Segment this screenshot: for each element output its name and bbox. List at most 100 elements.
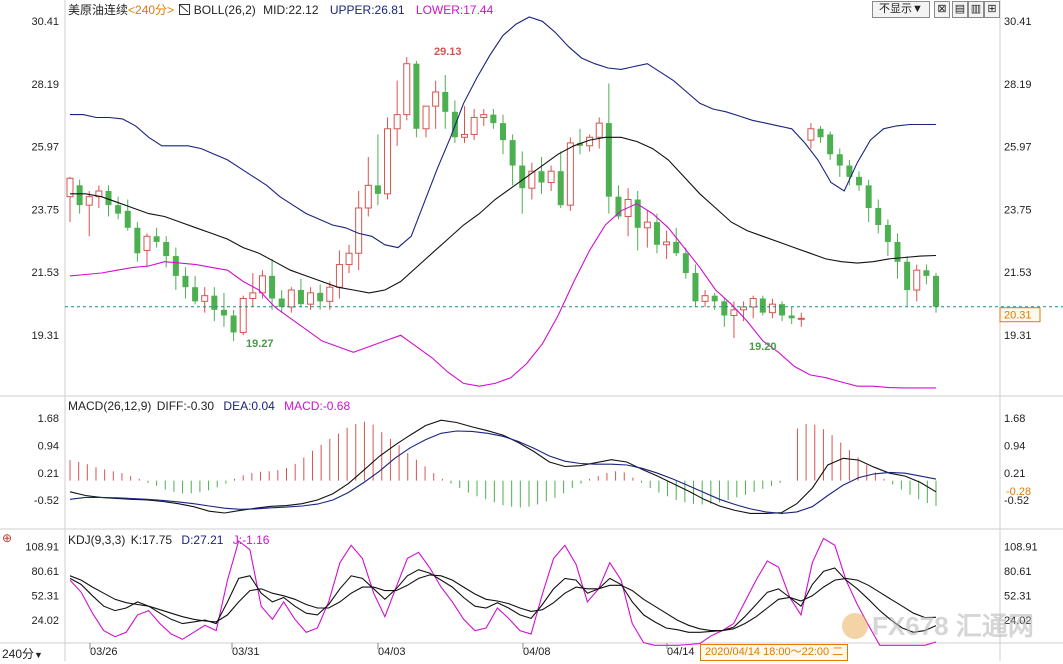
macd-tick-right: -0.52 bbox=[1004, 495, 1029, 507]
last-price-label: 20.31 bbox=[1004, 310, 1032, 322]
candle-body bbox=[326, 286, 334, 302]
kdj-k: K:17.75 bbox=[130, 533, 173, 547]
candle-body bbox=[239, 298, 247, 333]
crosshair-icon[interactable]: ⊕ bbox=[2, 531, 13, 545]
kdj-d: D:27.21 bbox=[181, 533, 224, 547]
candle-body bbox=[143, 235, 151, 251]
candle-body bbox=[827, 134, 834, 155]
boll-mid-line bbox=[70, 136, 937, 294]
price-tick-left: 25.97 bbox=[31, 142, 59, 154]
macd-tick-right: 0.21 bbox=[1004, 468, 1025, 480]
candle-body bbox=[634, 199, 641, 228]
candle-body bbox=[894, 241, 901, 262]
candle-body bbox=[566, 142, 574, 206]
candle-body bbox=[547, 170, 555, 184]
candle-body bbox=[500, 123, 506, 141]
kdj-tick-right: 80.61 bbox=[1004, 566, 1032, 578]
cursor-time-label: 2020/04/14 18:00～22:00 二 bbox=[700, 644, 849, 661]
candle-body bbox=[663, 241, 671, 246]
candle-body bbox=[115, 205, 122, 214]
kdj-tick-left: 80.61 bbox=[31, 566, 59, 578]
candle-body bbox=[211, 295, 218, 310]
x-tick-label: 03/26 bbox=[90, 646, 118, 658]
candle-body bbox=[442, 92, 449, 112]
watermark-logo: FX678 汇通网 bbox=[842, 606, 1034, 643]
low-annotation-2: 19.20 bbox=[749, 341, 777, 353]
candle-body bbox=[66, 177, 74, 198]
candle-body bbox=[923, 270, 930, 276]
candle-body bbox=[470, 116, 478, 135]
candle-body bbox=[749, 298, 757, 308]
boll-upper-line bbox=[70, 16, 936, 249]
hide-indicator-dropdown[interactable]: 不显示▼ bbox=[872, 1, 930, 18]
candle-body bbox=[682, 253, 689, 274]
price-tick-right: 28.19 bbox=[1004, 79, 1032, 91]
candle-body bbox=[519, 165, 526, 189]
settings-button[interactable]: ⊞ bbox=[984, 1, 1000, 18]
toggle-kline-button[interactable]: ⊠ bbox=[934, 1, 950, 18]
candle-body bbox=[779, 304, 786, 316]
x-tick-label: 04/08 bbox=[523, 646, 551, 658]
kdj-tick-right: 24.02 bbox=[1004, 615, 1032, 627]
price-tick-right: 21.53 bbox=[1004, 267, 1032, 279]
candle-body bbox=[461, 133, 469, 138]
period-button[interactable]: 240分▼ bbox=[2, 647, 43, 661]
price-tick-right: 30.41 bbox=[1004, 16, 1032, 28]
candle-body bbox=[605, 123, 612, 197]
candle-body bbox=[105, 191, 112, 206]
candle-body bbox=[933, 275, 939, 307]
candle-body bbox=[875, 207, 882, 225]
macd-tick-left: 0.94 bbox=[38, 441, 59, 453]
kdj-j: J:-1.16 bbox=[232, 533, 270, 547]
candle-body bbox=[182, 275, 189, 288]
period-dropdown-icon: ▼ bbox=[34, 650, 43, 660]
candle-body bbox=[192, 287, 199, 302]
kdj-params: KDJ(9,3,3) bbox=[68, 533, 126, 547]
macd-tick-left: 1.68 bbox=[38, 413, 59, 425]
watermark-icon bbox=[842, 613, 868, 639]
candle-body bbox=[913, 269, 921, 291]
macd-value: MACD:-0.68 bbox=[284, 399, 351, 413]
price-tick-left: 28.19 bbox=[31, 79, 59, 91]
candle-body bbox=[85, 196, 93, 206]
candle-body bbox=[490, 114, 497, 124]
candle-body bbox=[307, 292, 315, 305]
candle-body bbox=[817, 128, 824, 138]
candle-body bbox=[249, 292, 257, 300]
macd-dea-line bbox=[69, 430, 937, 514]
candle-body bbox=[393, 114, 401, 130]
macd-tick-right: 1.68 bbox=[1004, 413, 1025, 425]
candle-body bbox=[807, 128, 815, 141]
candle-body bbox=[721, 301, 728, 316]
boll-icon bbox=[179, 4, 191, 15]
kdj-k-line bbox=[69, 567, 937, 633]
candle-body bbox=[595, 122, 603, 138]
candle-body bbox=[509, 140, 516, 166]
candle-body bbox=[355, 207, 363, 254]
candle-body bbox=[701, 295, 709, 302]
period-label[interactable]: <240分> bbox=[128, 3, 175, 17]
candle-body bbox=[153, 236, 160, 242]
candle-body bbox=[335, 264, 343, 288]
macd-tick-left: 0.21 bbox=[38, 468, 59, 480]
candle-body bbox=[269, 275, 276, 299]
last-price-tag bbox=[999, 307, 1041, 323]
price-tick-left: 19.31 bbox=[31, 330, 59, 342]
boll-lower-line bbox=[69, 203, 936, 389]
boll-label: BOLL(26,2) bbox=[193, 3, 256, 17]
macd-header: MACD(26,12,9) DIFF:-0.30 DEA:0.04 MACD:-… bbox=[68, 399, 350, 413]
candle-body bbox=[403, 63, 411, 116]
kdj-tick-right: 52.31 bbox=[1004, 591, 1032, 603]
toggle-indicator-button[interactable]: ▥ bbox=[968, 1, 984, 18]
toggle-volume-button[interactable]: ▤ bbox=[952, 1, 968, 18]
kdj-j-line bbox=[69, 537, 937, 646]
macd-diff: DIFF:-0.30 bbox=[156, 399, 215, 413]
main-header: 美原油连续<240分> BOLL(26,2) MID:22.12 UPPER:2… bbox=[68, 3, 493, 17]
candle-body bbox=[422, 105, 430, 130]
kdj-tick-left: 24.02 bbox=[31, 615, 59, 627]
macd-diff-line bbox=[69, 419, 937, 514]
symbol-label: 美原油连续 bbox=[68, 3, 129, 17]
candle-body bbox=[730, 309, 738, 316]
macd-tick-right: 0.94 bbox=[1004, 441, 1025, 453]
candle-body bbox=[788, 315, 795, 319]
